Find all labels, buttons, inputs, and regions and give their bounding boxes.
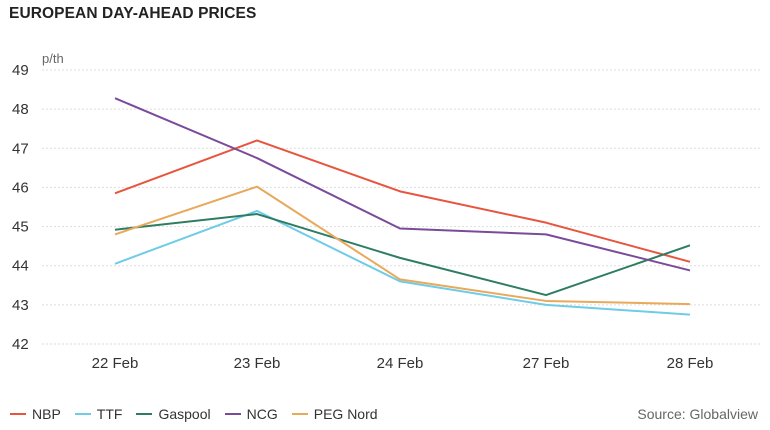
y-tick-label: 43	[12, 297, 29, 314]
legend-label: NBP	[32, 406, 61, 422]
x-axis-ticks: 22 Feb 23 Feb 24 Feb 27 Feb 28 Feb	[92, 355, 714, 372]
y-tick-label: 49	[12, 62, 29, 79]
y-tick-label: 44	[12, 258, 29, 275]
legend-label: TTF	[96, 406, 123, 422]
source-note: Source: Globalview	[637, 406, 758, 422]
x-tick-label: 24 Feb	[377, 355, 424, 372]
legend-swatch	[224, 413, 241, 415]
chart-title: EUROPEAN DAY-AHEAD PRICES	[9, 5, 257, 22]
y-axis-unit: p/th	[42, 51, 64, 66]
series-line-ttf	[114, 209, 691, 316]
series-line-ncg	[114, 97, 691, 272]
legend-swatch	[74, 413, 91, 415]
legend-item-nbp: NBP	[10, 406, 61, 422]
y-axis-ticks: 42 43 44 45 46 47 48 49	[12, 62, 29, 353]
x-tick-label: 23 Feb	[234, 355, 281, 372]
legend-item-ncg: NCG	[224, 406, 278, 422]
line-chart: 42 43 44 45 46 47 48 49 22 Feb 23 Feb 24 Feb 27 Fe…	[12, 51, 760, 372]
y-tick-label: 45	[12, 219, 29, 236]
legend-item-ttf: TTF	[74, 406, 123, 422]
series-line-nbp	[114, 139, 691, 263]
y-tick-label: 48	[12, 101, 29, 118]
y-tick-label: 47	[12, 140, 29, 157]
legend-item-gaspool: Gaspool	[136, 406, 211, 422]
legend-swatch	[291, 413, 308, 415]
legend-swatch	[136, 413, 153, 415]
legend: NBP TTF Gaspool NCG PEG Nord	[10, 406, 392, 422]
x-tick-label: 27 Feb	[523, 355, 570, 372]
legend-label: NCG	[246, 406, 278, 422]
y-tick-label: 46	[12, 179, 29, 196]
legend-item-peg-nord: PEG Nord	[291, 406, 378, 422]
x-tick-label: 28 Feb	[667, 355, 714, 372]
y-tick-label: 42	[12, 336, 29, 353]
legend-label: PEG Nord	[313, 406, 378, 422]
series-lines	[114, 97, 691, 316]
series-line-peg-nord	[114, 185, 691, 306]
series-line-gaspool	[114, 213, 691, 297]
x-tick-label: 22 Feb	[92, 355, 139, 372]
legend-swatch	[10, 413, 26, 415]
legend-label: Gaspool	[158, 406, 211, 422]
